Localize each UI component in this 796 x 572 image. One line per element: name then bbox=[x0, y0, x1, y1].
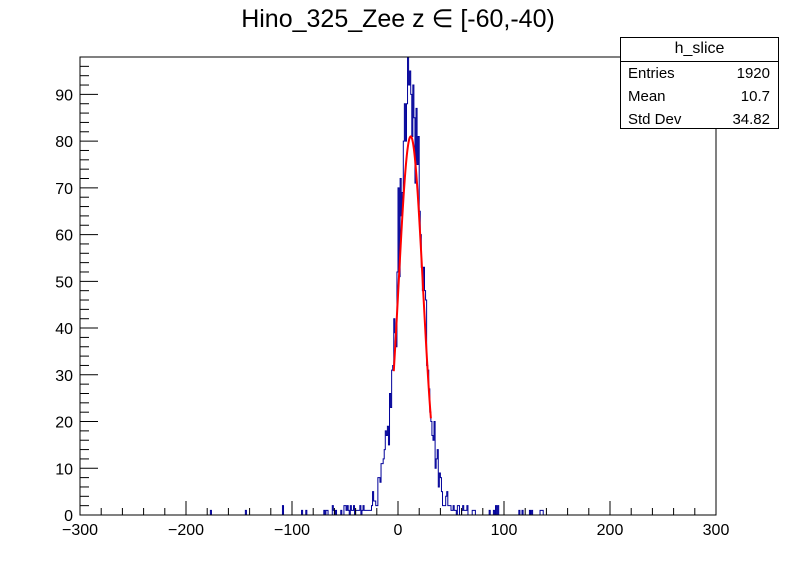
stats-value-stddev: 34.82 bbox=[732, 111, 770, 128]
y-tick-label: 40 bbox=[55, 321, 73, 338]
x-tick-label: 200 bbox=[597, 522, 624, 539]
gaussian-fit-curve bbox=[392, 135, 432, 419]
y-tick-label: 30 bbox=[55, 368, 73, 385]
x-tick-label: 300 bbox=[703, 522, 730, 539]
x-tick-label: −100 bbox=[274, 522, 310, 539]
stats-label-stddev: Std Dev bbox=[628, 111, 682, 128]
y-tick-label: 80 bbox=[55, 134, 73, 151]
x-tick-label: −200 bbox=[168, 522, 204, 539]
stats-row-entries: Entries 1920 bbox=[621, 62, 778, 85]
y-tick-label: 90 bbox=[55, 87, 73, 104]
stats-value-mean: 10.7 bbox=[740, 88, 770, 105]
x-tick-label: 0 bbox=[394, 522, 403, 539]
stats-row-stddev: Std Dev 34.82 bbox=[621, 108, 778, 131]
y-tick-label: 70 bbox=[55, 181, 73, 198]
stats-box-name: h_slice bbox=[621, 38, 778, 62]
chart-title: Hino_325_Zee z ∈ [-60,-40) bbox=[241, 5, 555, 33]
stats-value-entries: 1920 bbox=[736, 65, 770, 82]
plot-area: −300 −200 −100 0 100 200 300 0 10 20 30 40 50 60 70 80 9… bbox=[55, 56, 730, 539]
y-tick-label: 50 bbox=[55, 274, 73, 291]
stats-label-mean: Mean bbox=[628, 88, 666, 105]
stats-row-mean: Mean 10.7 bbox=[621, 85, 778, 108]
y-tick-label: 20 bbox=[55, 415, 73, 432]
y-tick-label: 10 bbox=[55, 461, 73, 478]
stats-box: h_slice Entries 1920 Mean 10.7 Std Dev 3… bbox=[620, 37, 779, 129]
x-tick-label: 100 bbox=[491, 522, 518, 539]
stats-label-entries: Entries bbox=[628, 65, 675, 82]
y-tick-label: 0 bbox=[64, 508, 73, 525]
x-tick-label: −300 bbox=[62, 522, 98, 539]
y-tick-label: 60 bbox=[55, 228, 73, 245]
